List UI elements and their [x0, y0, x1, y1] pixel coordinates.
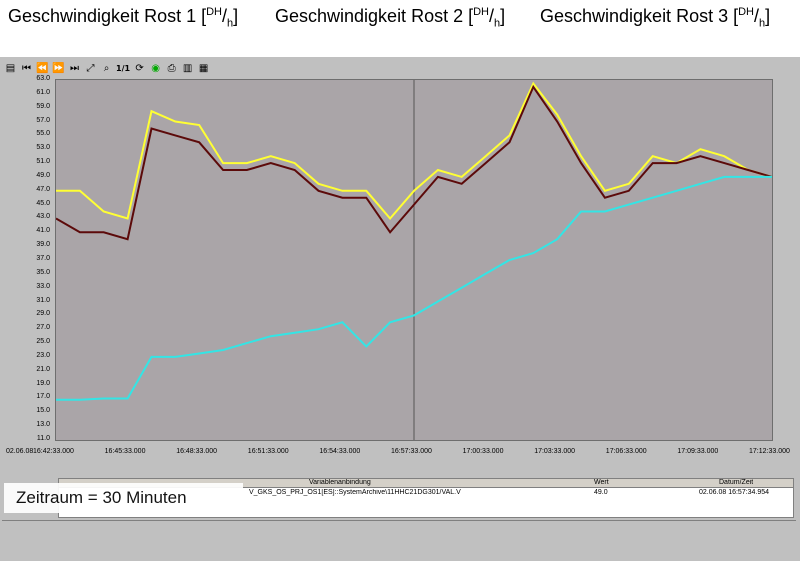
- series-line-3: [56, 175, 772, 401]
- annotation-label: Geschwindigkeit Rost 3 [: [540, 6, 739, 26]
- cell-datum: 02.06.08 16:57:34.954: [699, 489, 770, 496]
- annotation-sup: DH: [473, 6, 489, 18]
- y-tick-label: 49.0: [36, 171, 50, 179]
- y-tick-label: 11.0: [36, 435, 50, 442]
- y-tick-label: 17.0: [36, 393, 50, 401]
- x-tick-label: 17:03:33.000: [534, 448, 576, 455]
- zoom-1-1-button[interactable]: 1/1: [116, 63, 131, 73]
- zoom-area-icon[interactable]: ⤢: [86, 62, 95, 74]
- print-settings-icon[interactable]: ▤: [5, 62, 16, 74]
- x-tick-label: 16:48:33.000: [176, 448, 218, 455]
- y-tick-label: 61.0: [36, 88, 50, 96]
- x-tick-label: 17:12:33.000: [749, 448, 790, 455]
- y-tick-label: 33.0: [36, 282, 50, 290]
- series-line-1: [56, 81, 772, 221]
- header-variable: Variablenanbindung: [309, 479, 371, 486]
- y-tick-label: 43.0: [36, 213, 50, 221]
- refresh-icon[interactable]: ⟳: [135, 62, 144, 74]
- annotation-rost-1: Geschwindigkeit Rost 1 [DH/h]: [8, 6, 239, 30]
- zeitraum-label: Zeitraum = 30 Minuten: [4, 483, 243, 513]
- y-tick-label: 47.0: [36, 185, 50, 193]
- annotation-sup: DH: [206, 6, 222, 18]
- y-tick-label: 59.0: [36, 102, 50, 110]
- printer-icon[interactable]: ⎙: [167, 62, 176, 74]
- start-stop-icon[interactable]: ◉: [151, 62, 160, 74]
- annotation-sup: DH: [738, 6, 754, 18]
- table-header: Variablenanbindung Wert Datum/Zeit: [59, 479, 793, 488]
- annotation-sub: h: [227, 17, 234, 30]
- status-area: [2, 520, 796, 559]
- x-tick-label: 16:42:33.000: [33, 448, 74, 455]
- annotation-rost-3: Geschwindigkeit Rost 3 [DH/h]: [540, 6, 771, 30]
- magnifier-icon[interactable]: ⌕: [103, 62, 110, 74]
- x-tick-label: 16:54:33.000: [319, 448, 361, 455]
- x-tick-label: 17:06:33.000: [605, 448, 647, 455]
- x-tick-label: 16:51:33.000: [247, 448, 289, 455]
- y-tick-label: 27.0: [36, 324, 50, 332]
- annotation-rost-2: Geschwindigkeit Rost 2 [DH/h]: [275, 6, 506, 30]
- y-tick-label: 31.0: [36, 296, 50, 304]
- chart-icon[interactable]: ▥: [182, 62, 193, 74]
- export-icon[interactable]: ▦: [198, 62, 209, 74]
- forward-icon[interactable]: ⏩: [52, 62, 65, 74]
- series-line-2: [56, 84, 772, 241]
- trend-toolbar: ▤ ⏮ ⏪ ⏩ ⏭ ⤢ ⌕ 1/1 ⟳ ◉ ⎙ ▥ ▦: [4, 60, 210, 76]
- y-tick-label: 21.0: [36, 365, 50, 373]
- header-wert: Wert: [594, 479, 609, 486]
- y-tick-label: 25.0: [36, 338, 50, 346]
- y-tick-label: 37.0: [36, 255, 50, 262]
- y-tick-label: 51.0: [36, 158, 50, 166]
- y-tick-label: 63.0: [36, 75, 50, 82]
- x-tick-label: 16:45:33.000: [104, 448, 146, 455]
- y-tick-label: 41.0: [36, 227, 50, 235]
- y-tick-label: 53.0: [36, 144, 50, 152]
- y-tick-label: 39.0: [36, 241, 50, 249]
- y-tick-label: 15.0: [36, 407, 50, 415]
- last-icon[interactable]: ⏭: [70, 62, 79, 74]
- y-tick-label: 45.0: [36, 199, 50, 207]
- y-tick-label: 29.0: [36, 310, 50, 318]
- rewind-icon[interactable]: ⏪: [36, 62, 49, 74]
- y-tick-label: 13.0: [36, 421, 50, 429]
- x-tick-label: 16:57:33.000: [391, 448, 432, 455]
- y-tick-label: 55.0: [36, 130, 50, 138]
- y-tick-label: 57.0: [36, 116, 50, 124]
- cell-wert: 49.0: [594, 489, 608, 496]
- x-tick-label: 17:09:33.000: [677, 448, 719, 455]
- y-tick-label: 19.0: [36, 379, 50, 387]
- annotation-label: Geschwindigkeit Rost 1 [: [8, 6, 207, 26]
- first-icon[interactable]: ⏮: [22, 62, 31, 74]
- annotation-label: Geschwindigkeit Rost 2 [: [275, 6, 474, 26]
- y-tick-label: 23.0: [36, 351, 50, 359]
- annotation-sub: h: [759, 17, 766, 30]
- y-tick-label: 35.0: [36, 268, 50, 276]
- header-datum: Datum/Zeit: [719, 479, 754, 486]
- x-start-label: 02.06.08: [6, 448, 34, 455]
- trend-chart: [56, 80, 772, 440]
- plot-area: [55, 79, 773, 441]
- x-tick-label: 17:00:33.000: [462, 448, 504, 455]
- annotation-sub: h: [494, 17, 501, 30]
- cell-variable: V_GKS_OS_PRJ_OS1[ES]::SystemArchive\11HH…: [249, 489, 461, 496]
